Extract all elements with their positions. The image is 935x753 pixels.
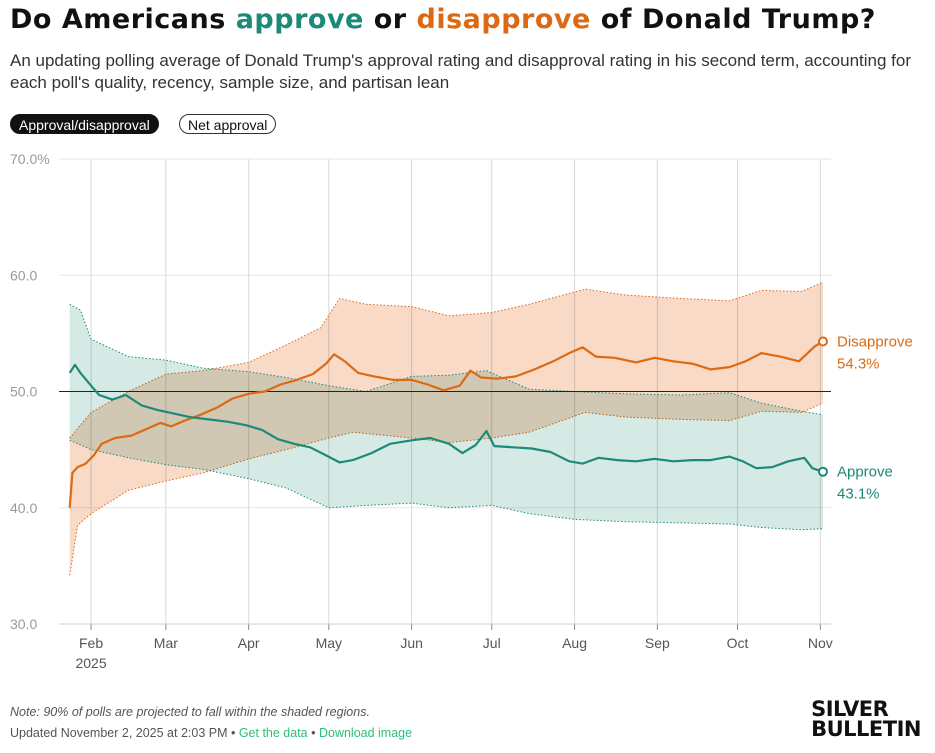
end-marker-approve <box>817 466 828 477</box>
download-image-link[interactable]: Download image <box>318 726 413 740</box>
end-label-value-approve: 43.1% <box>837 486 880 503</box>
end-label-name-approve: Approve <box>837 464 893 481</box>
end-marker-disapprove <box>817 336 828 347</box>
x-tick-label: Oct <box>727 635 749 651</box>
x-tick-label: Jun <box>400 635 423 651</box>
x-tick-label: Mar <box>154 635 178 651</box>
logo-line-2: BULLETIN <box>811 717 921 741</box>
x-tick-label: Sep <box>645 635 670 651</box>
x-tick-sublabel: 2025 <box>75 655 106 671</box>
get-data-link[interactable]: Get the data <box>238 726 308 740</box>
axis-labels: 30.0 40.0 50.0 60.0 70.0% Feb 2025 Mar Apr May Jun… <box>10 151 913 671</box>
y-tick-label: 70.0% <box>10 151 50 167</box>
footer-line: Updated November 2, 2025 at 2:03 PM • Ge… <box>10 726 412 740</box>
footer-separator: • <box>307 726 319 740</box>
x-tick-label: Apr <box>238 635 260 651</box>
footer-separator: • <box>227 726 239 740</box>
title-part-post: of Donald Trump? <box>590 4 876 35</box>
silver-bulletin-logo: SILVER BULLETIN <box>811 697 921 741</box>
title-part-disapprove: disapprove <box>416 4 591 35</box>
toggle-approval-disapproval[interactable]: Approval/disapproval <box>10 114 159 134</box>
series-lines <box>68 336 828 508</box>
approval-chart: 30.0 40.0 50.0 60.0 70.0% Feb 2025 Mar Apr May Jun… <box>10 151 913 671</box>
title-part-pre: Do Americans <box>10 4 236 35</box>
x-tick-label: Feb <box>79 635 103 651</box>
title-part-mid: or <box>363 4 417 35</box>
end-label-name-disapprove: Disapprove <box>837 334 913 351</box>
x-tick-label: Aug <box>562 635 587 651</box>
y-tick-label: 30.0 <box>10 616 37 632</box>
footnote: Note: 90% of polls are projected to fall… <box>10 705 370 719</box>
y-tick-label: 60.0 <box>10 267 37 283</box>
line-approve <box>68 363 824 473</box>
chart-title: Do Americans approve or disapprove of Do… <box>10 4 876 35</box>
toggle-net-approval[interactable]: Net approval <box>179 114 277 134</box>
band-lower-edge-approve <box>69 439 824 531</box>
confidence-bands <box>69 281 824 576</box>
logo-line-1: SILVER <box>811 697 889 721</box>
updated-timestamp: Updated November 2, 2025 at 2:03 PM <box>10 726 228 740</box>
y-tick-label: 50.0 <box>10 384 37 400</box>
band-upper-edge-approve <box>69 303 824 416</box>
line-disapprove <box>68 340 824 508</box>
end-label-value-disapprove: 54.3% <box>837 356 880 373</box>
chart-subtitle: An updating polling average of Donald Tr… <box>10 51 912 92</box>
x-tick-label: May <box>316 635 342 651</box>
x-tick-label: Jul <box>483 635 501 651</box>
band-approve <box>69 304 823 530</box>
y-tick-label: 40.0 <box>10 500 37 516</box>
title-part-approve: approve <box>235 4 364 35</box>
x-tick-label: Nov <box>808 635 833 651</box>
